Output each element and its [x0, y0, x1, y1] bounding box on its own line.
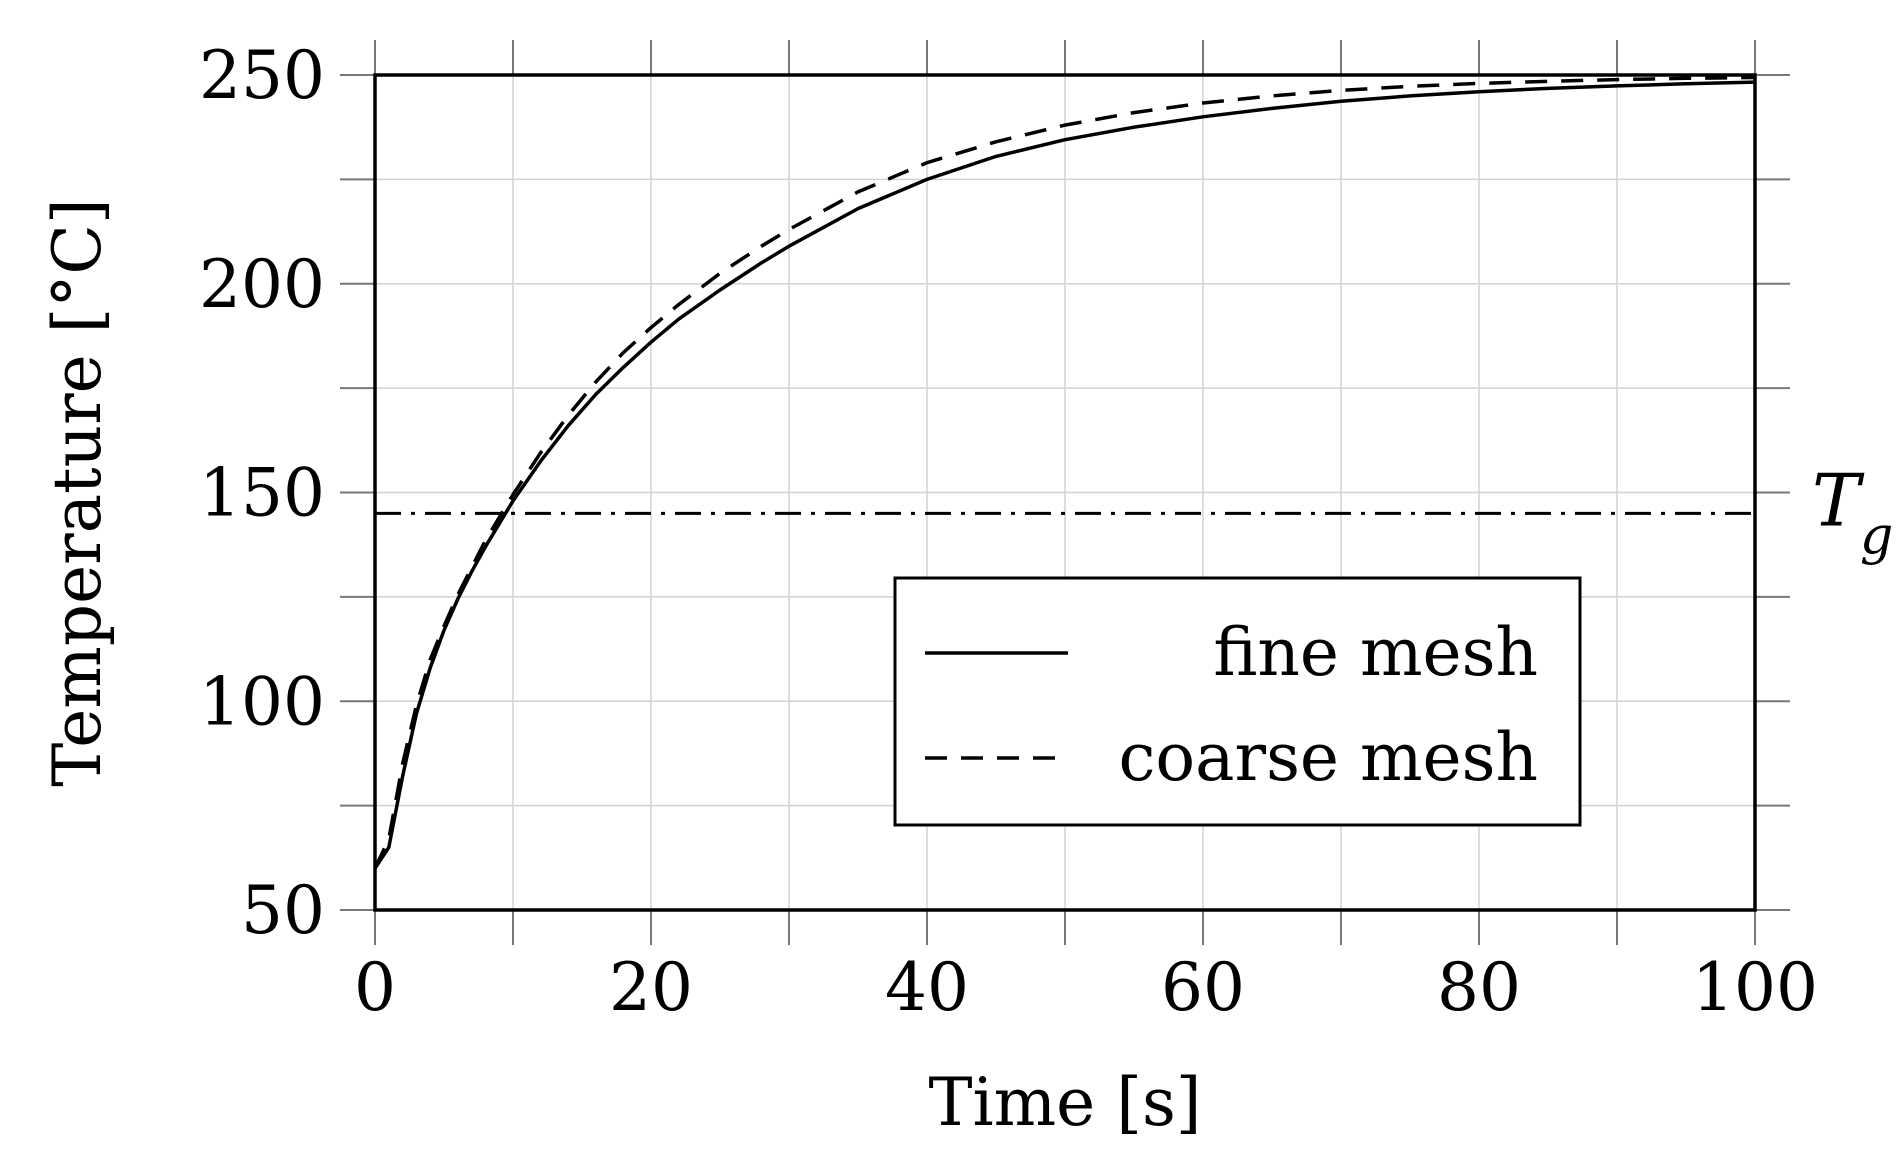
y-tick-label: 250 [199, 37, 325, 114]
y-axis-title: Temperature [°C] [39, 198, 116, 786]
x-tick-label: 80 [1437, 949, 1521, 1026]
legend-label-fine-mesh: fine mesh [1213, 614, 1538, 691]
y-tick-label: 150 [199, 455, 325, 532]
x-tick-label: 40 [885, 949, 969, 1026]
y-tick-label: 50 [241, 872, 325, 949]
x-tick-labels: 0 20 40 60 80 100 [354, 949, 1818, 1026]
x-axis-title: Time [s] [928, 1064, 1201, 1141]
y-tick-label: 200 [199, 246, 325, 323]
plot-frame [373, 73, 1757, 912]
y-tick-labels: 50 100 150 200 250 [199, 37, 325, 949]
series-lines [373, 75, 1756, 870]
tg-label: Tg [1812, 458, 1893, 566]
legend-label-coarse-mesh: coarse mesh [1118, 719, 1538, 796]
tg-label-main: T [1812, 458, 1865, 542]
x-tick-label: 0 [354, 949, 396, 1026]
legend: fine mesh coarse mesh [893, 576, 1582, 827]
x-tick-label: 20 [609, 949, 693, 1026]
y-tick-label: 100 [199, 663, 325, 740]
x-tick-label: 60 [1161, 949, 1245, 1026]
tg-label-subscript: g [1860, 506, 1893, 566]
x-tick-label: 100 [1692, 949, 1818, 1026]
legend-box [893, 576, 1582, 827]
axis-ticks [340, 40, 1790, 945]
series-line-coarse-mesh [373, 75, 1756, 870]
